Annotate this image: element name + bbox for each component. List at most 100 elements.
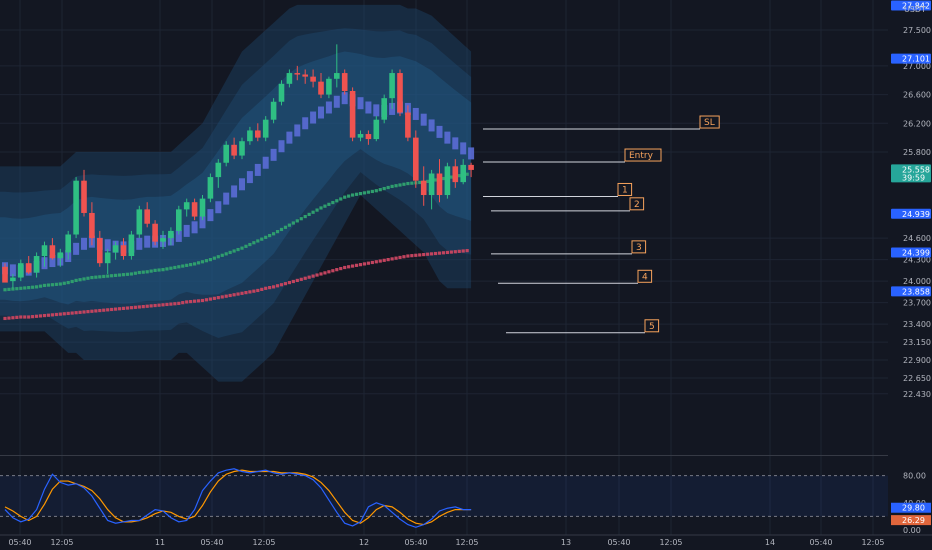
candle-body[interactable] (176, 209, 182, 231)
candle-body[interactable] (420, 180, 427, 196)
candle-body[interactable] (405, 112, 411, 138)
candle-body[interactable] (334, 73, 340, 79)
candle-body[interactable] (294, 73, 301, 75)
price-tag-blue[interactable] (891, 53, 931, 64)
candle-body[interactable] (341, 73, 348, 91)
candle-body[interactable] (302, 74, 308, 77)
time-axis[interactable]: 05:40 12:05 11 05:40 12:05 12 05:40 12:05 13 05:4… (0, 534, 932, 547)
candle-body[interactable] (278, 83, 285, 102)
level-box-entry[interactable] (624, 148, 662, 162)
candle-body[interactable] (239, 141, 245, 156)
slow-ma-mark (208, 297, 212, 301)
price-axis[interactable]: 27.500 27.000 26.600 26.200 25.800 24.600 24.3… (891, 0, 931, 535)
level-box-1[interactable] (617, 182, 633, 196)
mid-ma-mark (121, 273, 126, 277)
candle-body[interactable] (255, 130, 261, 138)
level-box-3[interactable] (631, 240, 647, 254)
candle-body[interactable] (57, 252, 64, 259)
mid-ma-mark (169, 266, 173, 270)
price-tag-green[interactable] (891, 164, 931, 183)
candle-body[interactable] (168, 230, 174, 239)
candle-body[interactable] (144, 209, 150, 224)
candle-body[interactable] (120, 245, 127, 257)
candle-body[interactable] (444, 166, 451, 196)
slow-ma-mark (339, 266, 343, 271)
slow-ma-mark (185, 300, 189, 304)
candle-body[interactable] (160, 238, 166, 242)
slow-ma-mark (299, 277, 303, 281)
slow-ma-mark (66, 311, 70, 316)
candle-body[interactable] (262, 119, 269, 138)
candle-body[interactable] (65, 234, 71, 253)
candle-body[interactable] (112, 245, 119, 253)
fast-ma-block (294, 124, 301, 137)
candle-body[interactable] (231, 144, 237, 156)
candle-body[interactable] (318, 81, 324, 95)
slow-ma-mark (145, 304, 149, 308)
slow-ma-mark (386, 258, 390, 262)
candle-body[interactable] (183, 202, 190, 210)
candle-body[interactable] (41, 245, 48, 257)
candle-body[interactable] (73, 180, 79, 235)
price-tag-blue[interactable] (891, 247, 931, 258)
candle-body[interactable] (357, 134, 364, 138)
trade-levels[interactable]: SL Entry 12 3 4 5 (483, 115, 720, 334)
candle-body[interactable] (270, 101, 277, 120)
candle-body[interactable] (136, 209, 143, 235)
price-tick-label: 24.300 (903, 256, 931, 265)
level-label-sl: SL (704, 118, 715, 128)
candle-body[interactable] (104, 252, 111, 264)
candle-body[interactable] (199, 198, 206, 217)
slow-ma-mark (149, 304, 153, 308)
candle-body[interactable] (207, 177, 214, 199)
level-box-sl[interactable] (699, 115, 720, 129)
price-tag-blue[interactable] (891, 286, 931, 297)
stochastic-pane[interactable] (0, 468, 888, 528)
candle-body[interactable] (215, 162, 222, 178)
candle-body[interactable] (223, 144, 229, 163)
price-tag-blue[interactable] (891, 208, 931, 219)
level-box-4[interactable] (637, 269, 653, 283)
candle-body[interactable] (89, 212, 95, 239)
candle-body[interactable] (191, 202, 198, 217)
price-tick-label: 22.650 (903, 374, 931, 383)
candle-body[interactable] (128, 234, 135, 257)
candle-body[interactable] (2, 266, 8, 283)
candle-body[interactable] (247, 130, 253, 142)
mid-ma-mark (129, 272, 133, 276)
candle-body[interactable] (373, 119, 380, 140)
level-box-5[interactable] (644, 319, 660, 333)
candle-body[interactable] (460, 164, 466, 183)
candle-body[interactable] (397, 73, 403, 113)
candle-body[interactable] (286, 73, 293, 84)
candle-body[interactable] (349, 90, 356, 138)
candle-body[interactable] (81, 180, 87, 213)
candle-body[interactable] (152, 223, 158, 242)
candle-body[interactable] (452, 166, 459, 183)
candle-body[interactable] (49, 245, 56, 259)
candle-body[interactable] (428, 173, 435, 196)
time-tick-label: 05:40 (404, 538, 427, 547)
mid-ma-mark (418, 180, 422, 185)
price-tag-blue[interactable] (891, 0, 931, 11)
mid-ma-mark (307, 212, 311, 217)
candle-body[interactable] (18, 263, 24, 278)
candle-body[interactable] (33, 256, 40, 273)
candle-body[interactable] (310, 76, 316, 82)
candle-body[interactable] (97, 238, 103, 264)
candle-body[interactable] (413, 137, 419, 181)
candle-body[interactable] (468, 164, 474, 170)
fast-ma-block (365, 101, 372, 114)
fast-ma-block (412, 107, 419, 120)
level-box-2[interactable] (629, 197, 645, 211)
candle-body[interactable] (436, 173, 443, 196)
candle-body[interactable] (365, 134, 372, 140)
fast-ma-block (373, 104, 380, 117)
candlestick-series[interactable] (2, 44, 474, 289)
candle-body[interactable] (326, 78, 332, 95)
candle-body[interactable] (381, 98, 387, 120)
candle-body[interactable] (389, 73, 395, 99)
candle-body[interactable] (25, 263, 32, 273)
candle-body[interactable] (10, 277, 16, 282)
